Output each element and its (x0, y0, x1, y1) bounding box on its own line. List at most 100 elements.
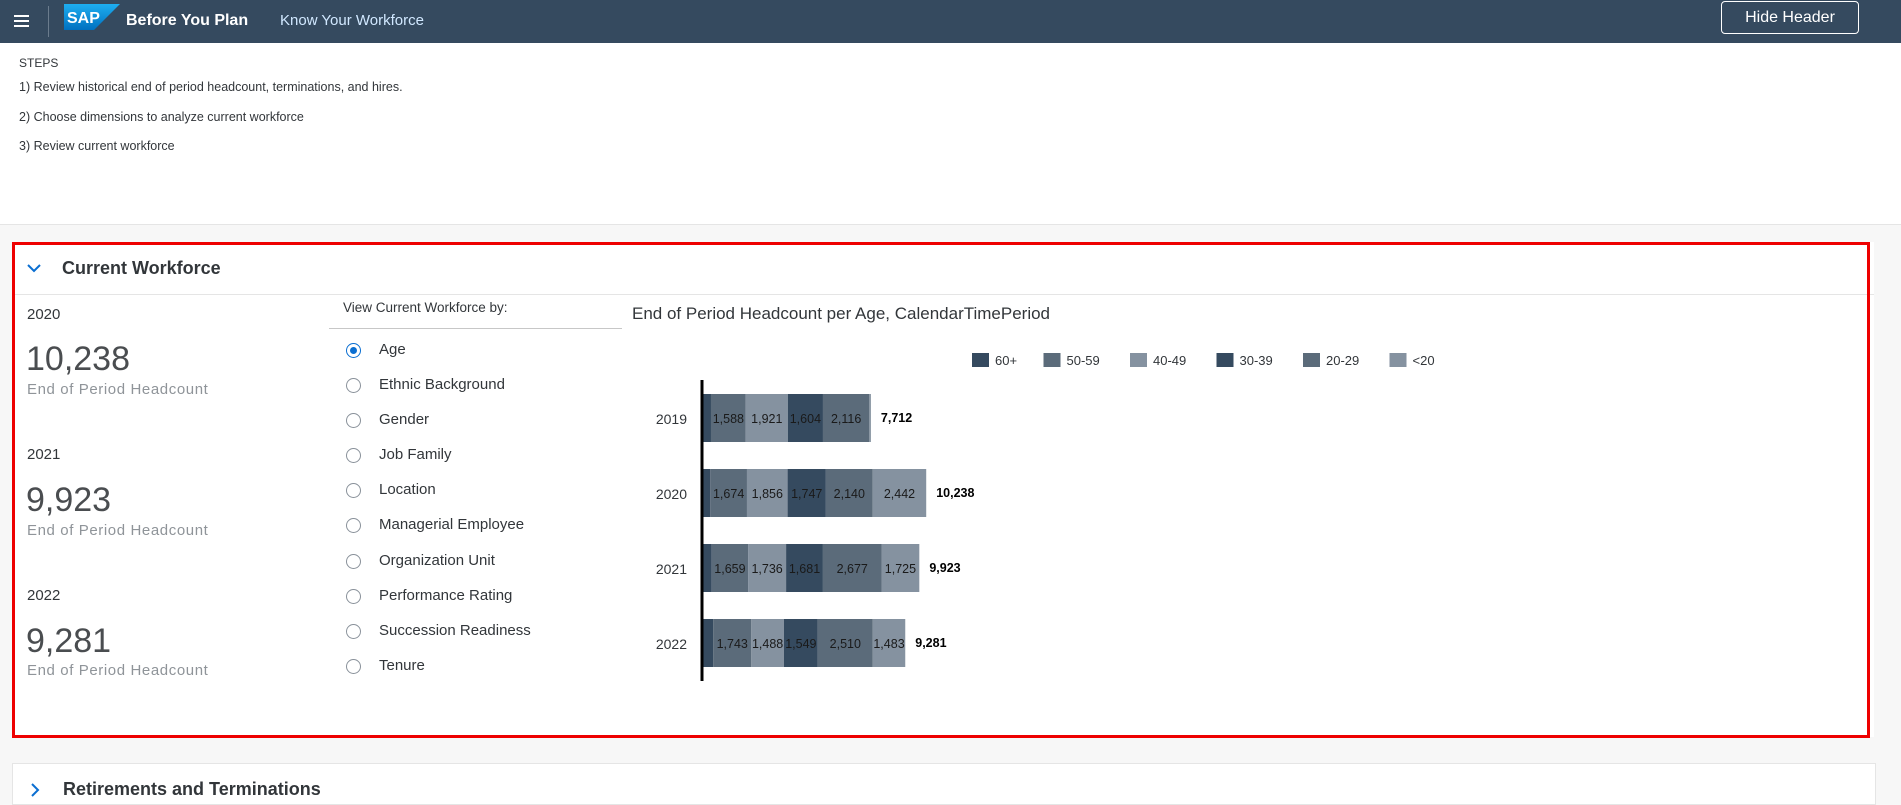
bar-data-label: 1,725 (885, 562, 916, 576)
radio-icon[interactable] (346, 378, 361, 393)
legend-swatch (1303, 353, 1320, 367)
bar-segment (702, 394, 711, 442)
retirements-title: Retirements and Terminations (63, 779, 321, 799)
shell-bar: SAP Before You Plan Know Your Workforce … (0, 0, 1901, 43)
radio-succession-readiness[interactable]: Succession Readiness (346, 620, 606, 646)
bar-data-label: 2,677 (837, 562, 868, 576)
bar-segment (872, 619, 906, 667)
legend-label: 20-29 (1326, 353, 1359, 368)
legend-swatch (972, 353, 989, 367)
bar-data-label: 1,736 (751, 562, 782, 576)
radio-tenure[interactable]: Tenure (346, 655, 606, 681)
current-workforce-title: Current Workforce (62, 258, 221, 278)
hide-header-button[interactable]: Hide Header (1721, 1, 1859, 34)
kpi-label: End of Period Headcount (27, 522, 209, 539)
bar-segment (748, 544, 787, 592)
bar-segment (746, 469, 788, 517)
bar-total-label: 9,281 (915, 636, 946, 650)
bar-data-label: 1,549 (785, 637, 816, 651)
y-axis-tick-label: 2019 (656, 411, 687, 427)
radio-managerial-employee[interactable]: Managerial Employee (346, 514, 606, 540)
bar-data-label: 1,681 (789, 562, 820, 576)
radio-label: Organization Unit (379, 552, 495, 569)
radio-selected-icon[interactable] (346, 343, 361, 358)
legend-label: 30-39 (1240, 353, 1273, 368)
kpi-label: End of Period Headcount (27, 662, 209, 679)
radio-icon[interactable] (346, 518, 361, 533)
current-workforce-panel: Current Workforce 2020 10,238 End of Per… (12, 242, 1874, 737)
kpi-year: 2021 (27, 446, 61, 463)
radio-label: Succession Readiness (379, 622, 531, 639)
y-axis-tick-label: 2021 (656, 561, 687, 577)
retirements-panel[interactable]: Retirements and Terminations (12, 763, 1876, 805)
hamburger-menu-icon[interactable] (10, 9, 34, 33)
chevron-right-icon[interactable] (25, 780, 45, 800)
nav-know-your-workforce[interactable]: Know Your Workforce (280, 12, 424, 29)
radio-icon[interactable] (346, 448, 361, 463)
legend-swatch (1043, 353, 1061, 367)
y-axis-tick-label: 2020 (656, 486, 687, 502)
current-workforce-header[interactable]: Current Workforce (12, 242, 1874, 295)
sap-logo-text: SAP (67, 10, 100, 27)
shell-separator (48, 6, 49, 37)
bar-data-label: 1,747 (791, 487, 822, 501)
radio-ethnic-background[interactable]: Ethnic Background (346, 374, 606, 400)
radio-job-family[interactable]: Job Family (346, 444, 606, 470)
step-2: 2) Choose dimensions to analyze current … (19, 110, 304, 124)
bar-data-label: 1,856 (752, 487, 783, 501)
radio-icon[interactable] (346, 554, 361, 569)
radio-label: Age (379, 341, 406, 358)
legend-swatch (1130, 353, 1147, 367)
steps-label: STEPS (19, 56, 59, 70)
bar-data-label: 1,659 (714, 562, 745, 576)
bar-data-label: 1,604 (790, 412, 821, 426)
radio-icon[interactable] (346, 483, 361, 498)
bar-data-label: 2,510 (830, 637, 861, 651)
radio-gender[interactable]: Gender (346, 409, 606, 435)
bar-total-label: 10,238 (936, 486, 974, 500)
radio-age[interactable]: Age (346, 339, 606, 365)
bar-data-label: 1,483 (873, 637, 904, 651)
bar-data-label: 1,488 (752, 637, 783, 651)
bar-segment (787, 469, 826, 517)
kpi-value: 9,281 (26, 622, 112, 660)
radio-icon[interactable] (346, 624, 361, 639)
bar-data-label: 1,921 (751, 412, 782, 426)
y-axis-tick-label: 2022 (656, 636, 687, 652)
chevron-down-icon[interactable] (24, 258, 44, 278)
steps-section: STEPS 1) Review historical end of period… (0, 43, 1901, 225)
kpi-value: 10,238 (26, 340, 130, 378)
step-1: 1) Review historical end of period headc… (19, 80, 403, 94)
bar-segment (825, 469, 873, 517)
legend-label: 50-59 (1067, 353, 1100, 368)
radio-performance-rating[interactable]: Performance Rating (346, 585, 606, 611)
app-title: Before You Plan (126, 12, 249, 29)
bar-segment (713, 619, 752, 667)
legend-label: 40-49 (1153, 353, 1186, 368)
radio-icon[interactable] (346, 413, 361, 428)
view-by-divider (329, 328, 622, 329)
bar-segment (702, 544, 712, 592)
step-3: 3) Review current workforce (19, 139, 175, 153)
bar-total-label: 7,712 (881, 411, 912, 425)
radio-label: Performance Rating (379, 587, 513, 604)
kpi-label: End of Period Headcount (27, 381, 209, 398)
radio-location[interactable]: Location (346, 479, 606, 505)
radio-organization-unit[interactable]: Organization Unit (346, 550, 606, 576)
radio-icon[interactable] (346, 659, 361, 674)
bar-segment (869, 394, 871, 442)
bar-segment (872, 469, 927, 517)
legend-label: 60+ (995, 353, 1017, 368)
legend-swatch (1389, 353, 1407, 367)
radio-label: Ethnic Background (379, 376, 505, 393)
bar-data-label: 1,588 (713, 412, 744, 426)
kpi-value: 9,923 (26, 481, 112, 519)
sap-logo[interactable]: SAP (64, 4, 120, 30)
kpi-year: 2022 (27, 587, 61, 604)
bar-segment (711, 544, 749, 592)
bar-data-label: 1,743 (717, 637, 748, 651)
radio-icon[interactable] (346, 589, 361, 604)
legend-swatch (1216, 353, 1234, 367)
radio-label: Tenure (379, 657, 425, 674)
kpi-year: 2020 (27, 306, 61, 323)
